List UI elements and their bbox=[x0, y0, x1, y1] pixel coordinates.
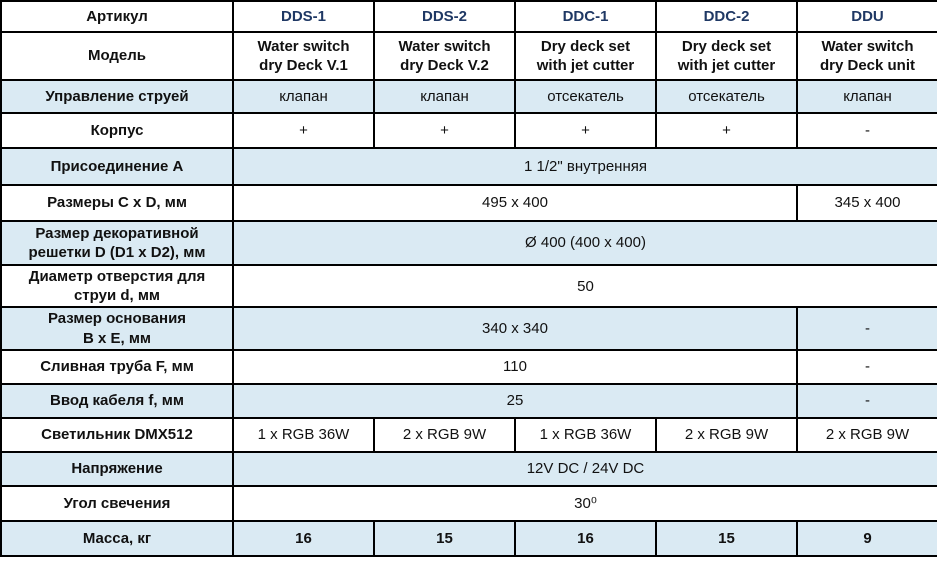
row-label: Размер декоративной решетки D (D1 x D2),… bbox=[0, 220, 234, 266]
cell: + bbox=[232, 112, 375, 149]
cell: 345 x 400 bbox=[796, 184, 937, 222]
row-connection: Присоединение А 1 1/2" внутренняя bbox=[0, 147, 937, 186]
cell: 1 x RGB 36W bbox=[232, 416, 375, 453]
row-label: Сливная труба F, мм bbox=[0, 348, 234, 385]
column-header-ddu: DDU bbox=[796, 0, 937, 33]
row-light-dmx512: Светильник DMX512 1 x RGB 36W 2 x RGB 9W… bbox=[0, 416, 937, 453]
cell: Water switch dry Deck unit bbox=[796, 31, 937, 81]
row-label: Диаметр отверстия для струи d, мм bbox=[0, 263, 234, 309]
row-weight: Масса, кг 16 15 16 15 9 bbox=[0, 519, 937, 557]
row-dimensions-cxd: Размеры C x D, мм 495 x 400 345 x 400 bbox=[0, 184, 937, 222]
column-header-dds2: DDS-2 bbox=[373, 0, 516, 33]
column-header-ddc1: DDC-1 bbox=[514, 0, 657, 33]
row-label: Размеры C x D, мм bbox=[0, 184, 234, 222]
row-label: Светильник DMX512 bbox=[0, 416, 234, 453]
column-header-dds1: DDS-1 bbox=[232, 0, 375, 33]
cell: - bbox=[796, 348, 937, 385]
cell: отсекатель bbox=[655, 79, 798, 114]
row-beam-angle: Угол свечения 30⁰ bbox=[0, 484, 937, 522]
row-label: Угол свечения bbox=[0, 484, 234, 522]
cell-span-all: 30⁰ bbox=[232, 484, 937, 522]
column-header-artikul: Артикул bbox=[0, 0, 234, 33]
cell: клапан bbox=[796, 79, 937, 114]
row-base-size: Размер основания B x E, мм 340 x 340 - bbox=[0, 306, 937, 351]
cell: отсекатель bbox=[514, 79, 657, 114]
cell-span-4: 110 bbox=[232, 348, 798, 385]
row-housing: Корпус + + + + - bbox=[0, 112, 937, 149]
cell: + bbox=[655, 112, 798, 149]
cell-span-4: 340 x 340 bbox=[232, 306, 798, 351]
row-label: Напряжение bbox=[0, 450, 234, 487]
row-model: Модель Water switch dry Deck V.1 Water s… bbox=[0, 31, 937, 81]
cell: клапан bbox=[232, 79, 375, 114]
cell: 2 x RGB 9W bbox=[796, 416, 937, 453]
cell: 16 bbox=[232, 519, 375, 557]
row-jet-hole-diameter: Диаметр отверстия для струи d, мм 50 bbox=[0, 263, 937, 309]
row-label: Ввод кабеля f, мм bbox=[0, 382, 234, 419]
cell: Water switch dry Deck V.1 bbox=[232, 31, 375, 81]
row-grille-size: Размер декоративной решетки D (D1 x D2),… bbox=[0, 220, 937, 266]
cell-span-4: 25 bbox=[232, 382, 798, 419]
column-header-ddc2: DDC-2 bbox=[655, 0, 798, 33]
cell: 15 bbox=[373, 519, 516, 557]
cell: 15 bbox=[655, 519, 798, 557]
row-label: Управление струей bbox=[0, 79, 234, 114]
cell-span-all: 12V DC / 24V DC bbox=[232, 450, 937, 487]
cell: + bbox=[514, 112, 657, 149]
cell-span-4: 495 x 400 bbox=[232, 184, 798, 222]
cell: Dry deck set with jet cutter bbox=[655, 31, 798, 81]
cell: Water switch dry Deck V.2 bbox=[373, 31, 516, 81]
header-row: Артикул DDS-1 DDS-2 DDC-1 DDC-2 DDU bbox=[0, 0, 937, 33]
cell: 1 x RGB 36W bbox=[514, 416, 657, 453]
row-label: Размер основания B x E, мм bbox=[0, 306, 234, 351]
cell: Dry deck set with jet cutter bbox=[514, 31, 657, 81]
cell-span-all: 50 bbox=[232, 263, 937, 309]
cell: 2 x RGB 9W bbox=[373, 416, 516, 453]
cell: клапан bbox=[373, 79, 516, 114]
cell: 9 bbox=[796, 519, 937, 557]
cell: 2 x RGB 9W bbox=[655, 416, 798, 453]
cell-span-all: 1 1/2" внутренняя bbox=[232, 147, 937, 186]
cell: - bbox=[796, 306, 937, 351]
cell: - bbox=[796, 382, 937, 419]
cell-span-all: Ø 400 (400 x 400) bbox=[232, 220, 937, 266]
row-drain-pipe: Сливная труба F, мм 110 - bbox=[0, 348, 937, 385]
row-voltage: Напряжение 12V DC / 24V DC bbox=[0, 450, 937, 487]
row-cable-entry: Ввод кабеля f, мм 25 - bbox=[0, 382, 937, 419]
cell: 16 bbox=[514, 519, 657, 557]
cell: + bbox=[373, 112, 516, 149]
row-label: Корпус bbox=[0, 112, 234, 149]
row-label: Модель bbox=[0, 31, 234, 81]
row-label: Масса, кг bbox=[0, 519, 234, 557]
cell: - bbox=[796, 112, 937, 149]
row-jet-control: Управление струей клапан клапан отсекате… bbox=[0, 79, 937, 114]
row-label: Присоединение А bbox=[0, 147, 234, 186]
